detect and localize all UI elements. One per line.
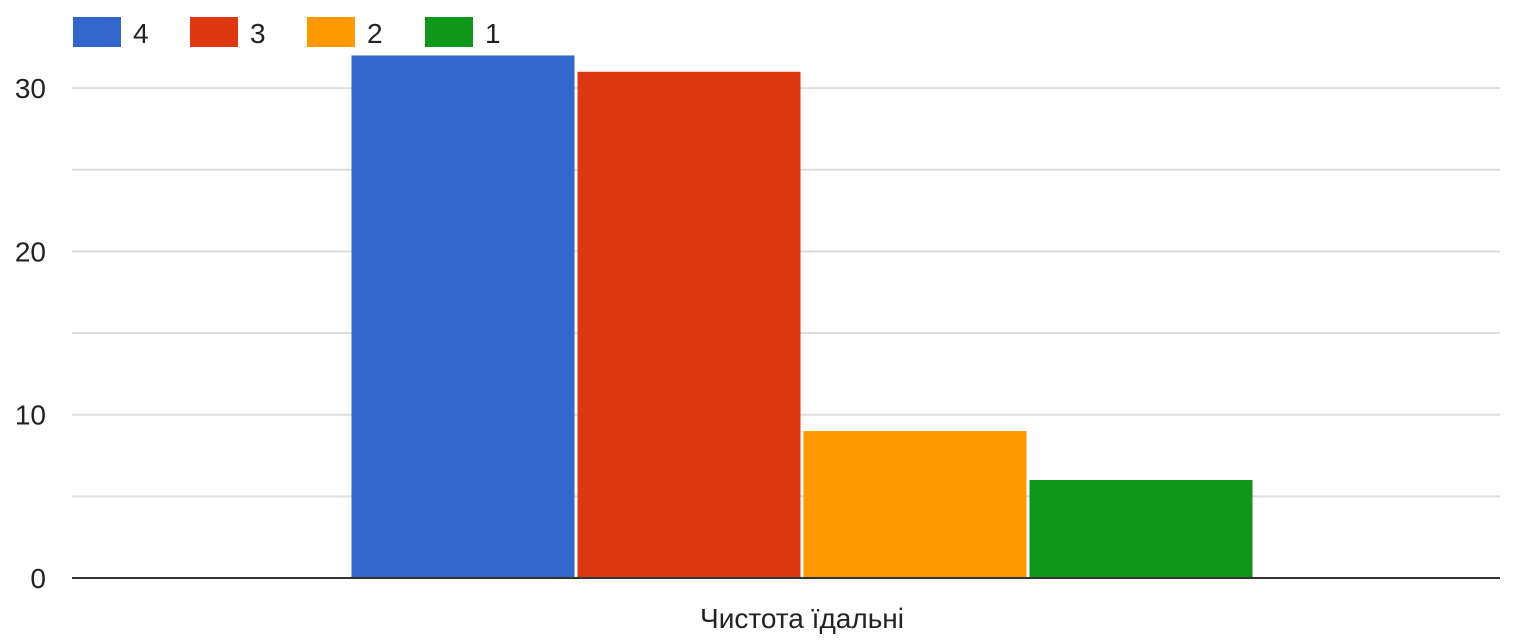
- legend-swatch-2: [307, 17, 355, 47]
- legend-label-4: 4: [133, 18, 149, 49]
- legend-label-1: 1: [485, 18, 501, 49]
- y-tick-label-30: 30: [15, 73, 46, 104]
- bar-series-4: [351, 55, 575, 578]
- y-axis-ticks: 0 10 20 30: [15, 73, 46, 594]
- x-axis-categories: Чистота їдальні: [700, 603, 904, 634]
- y-tick-label-20: 20: [15, 236, 46, 267]
- bar-series-3: [577, 71, 801, 579]
- legend-swatch-3: [190, 17, 238, 47]
- legend-label-3: 3: [250, 18, 266, 49]
- legend-swatch-1: [425, 17, 473, 47]
- bars: [351, 55, 1253, 579]
- legend-swatch-4: [73, 17, 121, 47]
- x-category-label: Чистота їдальні: [700, 603, 904, 634]
- legend-label-2: 2: [367, 18, 383, 49]
- y-tick-label-0: 0: [30, 563, 46, 594]
- legend: 4 3 2 1: [73, 17, 501, 49]
- bar-series-1: [1029, 480, 1253, 578]
- y-tick-label-10: 10: [15, 400, 46, 431]
- bar-series-2: [803, 431, 1027, 578]
